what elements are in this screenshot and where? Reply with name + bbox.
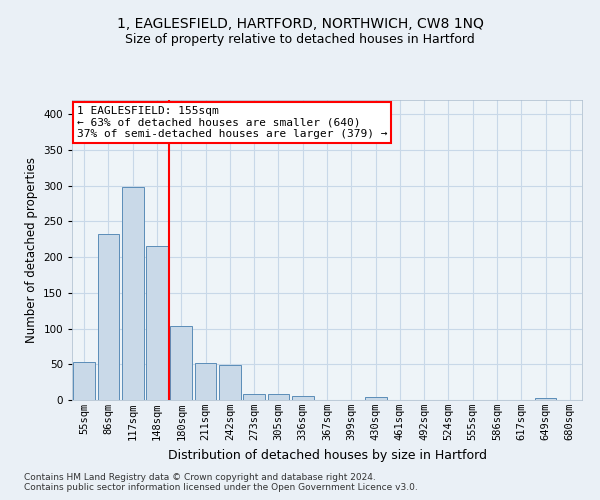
X-axis label: Distribution of detached houses by size in Hartford: Distribution of detached houses by size …	[167, 448, 487, 462]
Bar	[170, 326, 192, 400]
Bar	[97, 234, 119, 400]
Text: 1 EAGLESFIELD: 155sqm
← 63% of detached houses are smaller (640)
37% of semi-det: 1 EAGLESFIELD: 155sqm ← 63% of detached …	[77, 106, 388, 139]
Bar	[535, 398, 556, 400]
Text: Contains HM Land Registry data © Crown copyright and database right 2024.
Contai: Contains HM Land Registry data © Crown c…	[24, 473, 418, 492]
Bar	[219, 365, 241, 400]
Y-axis label: Number of detached properties: Number of detached properties	[25, 157, 38, 343]
Bar	[146, 246, 168, 400]
Bar	[268, 394, 289, 400]
Bar	[73, 362, 95, 400]
Bar	[365, 397, 386, 400]
Bar	[292, 396, 314, 400]
Text: Size of property relative to detached houses in Hartford: Size of property relative to detached ho…	[125, 32, 475, 46]
Bar	[194, 363, 217, 400]
Text: 1, EAGLESFIELD, HARTFORD, NORTHWICH, CW8 1NQ: 1, EAGLESFIELD, HARTFORD, NORTHWICH, CW8…	[116, 18, 484, 32]
Bar	[243, 394, 265, 400]
Bar	[122, 187, 143, 400]
